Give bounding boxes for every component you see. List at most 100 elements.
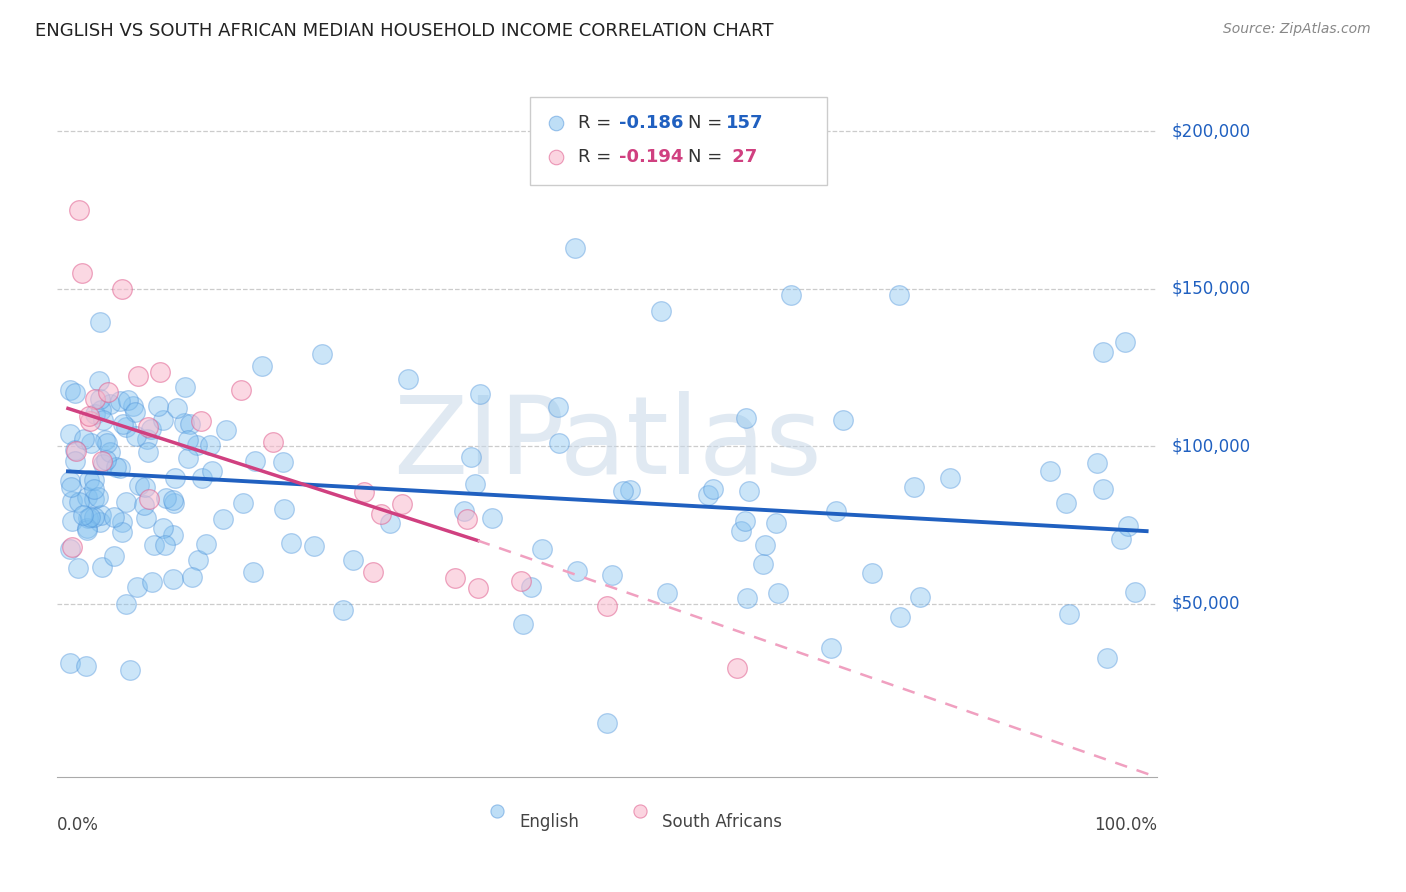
Point [903, 480, 925, 494]
Point [697, 488, 720, 502]
Point [59, 383, 82, 397]
Point [752, 557, 775, 571]
Point [141, 574, 163, 589]
Point [60, 514, 83, 528]
Point [76, 523, 98, 537]
Point [460, 450, 482, 464]
Point [83, 473, 105, 487]
Text: $200,000: $200,000 [1171, 122, 1250, 140]
Point [391, 497, 413, 511]
Point [908, 590, 931, 604]
Point [832, 413, 855, 427]
Point [174, 380, 197, 394]
Point [59, 427, 82, 442]
Point [361, 565, 384, 579]
Point [111, 282, 134, 296]
Point [73, 432, 96, 446]
Point [650, 303, 672, 318]
Point [600, 568, 623, 582]
Point [79, 510, 101, 524]
Point [128, 368, 150, 383]
Point [138, 420, 160, 434]
Text: ZIPatlas: ZIPatlas [392, 391, 821, 497]
Point [125, 428, 148, 442]
Point [59, 656, 82, 670]
Point [59, 474, 82, 488]
Point [201, 464, 224, 478]
Text: R =: R = [578, 148, 617, 166]
Point [143, 537, 166, 551]
Point [163, 471, 186, 485]
Point [83, 491, 105, 506]
Point [612, 483, 634, 498]
Text: South Africans: South Africans [662, 814, 782, 831]
Text: -0.186: -0.186 [620, 114, 683, 132]
Point [887, 288, 910, 302]
Text: $50,000: $50,000 [1171, 595, 1240, 613]
Point [187, 553, 209, 567]
Point [765, 516, 787, 530]
Point [820, 641, 842, 656]
Point [860, 566, 883, 581]
Point [94, 434, 117, 448]
Point [67, 560, 90, 574]
Point [149, 365, 172, 379]
Point [1114, 335, 1136, 350]
Point [353, 485, 375, 500]
Point [1118, 518, 1140, 533]
Point [89, 374, 111, 388]
Text: 0.0%: 0.0% [58, 815, 98, 833]
Point [738, 484, 761, 499]
Point [136, 444, 159, 458]
Text: R =: R = [578, 114, 617, 132]
Point [79, 414, 101, 428]
Point [75, 659, 97, 673]
Point [456, 511, 478, 525]
Point [83, 483, 105, 497]
Point [91, 413, 114, 427]
Point [825, 504, 848, 518]
Point [111, 525, 134, 540]
Point [146, 399, 169, 413]
Text: -0.194: -0.194 [620, 148, 683, 166]
Point [734, 515, 756, 529]
Point [332, 603, 354, 617]
Point [242, 565, 264, 579]
Point [103, 510, 125, 524]
Point [128, 478, 150, 492]
Point [72, 508, 94, 522]
Point [467, 581, 489, 595]
Text: 157: 157 [725, 114, 763, 132]
Point [779, 288, 801, 302]
Text: English: English [519, 814, 579, 831]
Point [90, 454, 112, 468]
Point [939, 470, 962, 484]
Point [191, 471, 214, 485]
Point [232, 496, 254, 510]
Point [1038, 464, 1060, 478]
Point [1092, 483, 1115, 497]
Point [619, 483, 641, 498]
Point [162, 572, 184, 586]
Text: 100.0%: 100.0% [1094, 815, 1157, 833]
Point [76, 511, 98, 525]
Point [1085, 456, 1108, 470]
Point [510, 574, 533, 588]
Point [768, 585, 790, 599]
Point [464, 476, 486, 491]
Point [84, 407, 107, 421]
Text: N =: N = [688, 148, 727, 166]
Point [1095, 651, 1118, 665]
Point [271, 455, 294, 469]
Point [138, 492, 160, 507]
Point [481, 511, 503, 525]
Point [177, 434, 200, 448]
Point [195, 537, 218, 551]
Point [97, 385, 120, 400]
Point [70, 266, 93, 280]
Text: $100,000: $100,000 [1171, 437, 1250, 455]
Point [596, 716, 619, 731]
Point [342, 552, 364, 566]
Point [176, 450, 198, 465]
Point [546, 754, 568, 768]
